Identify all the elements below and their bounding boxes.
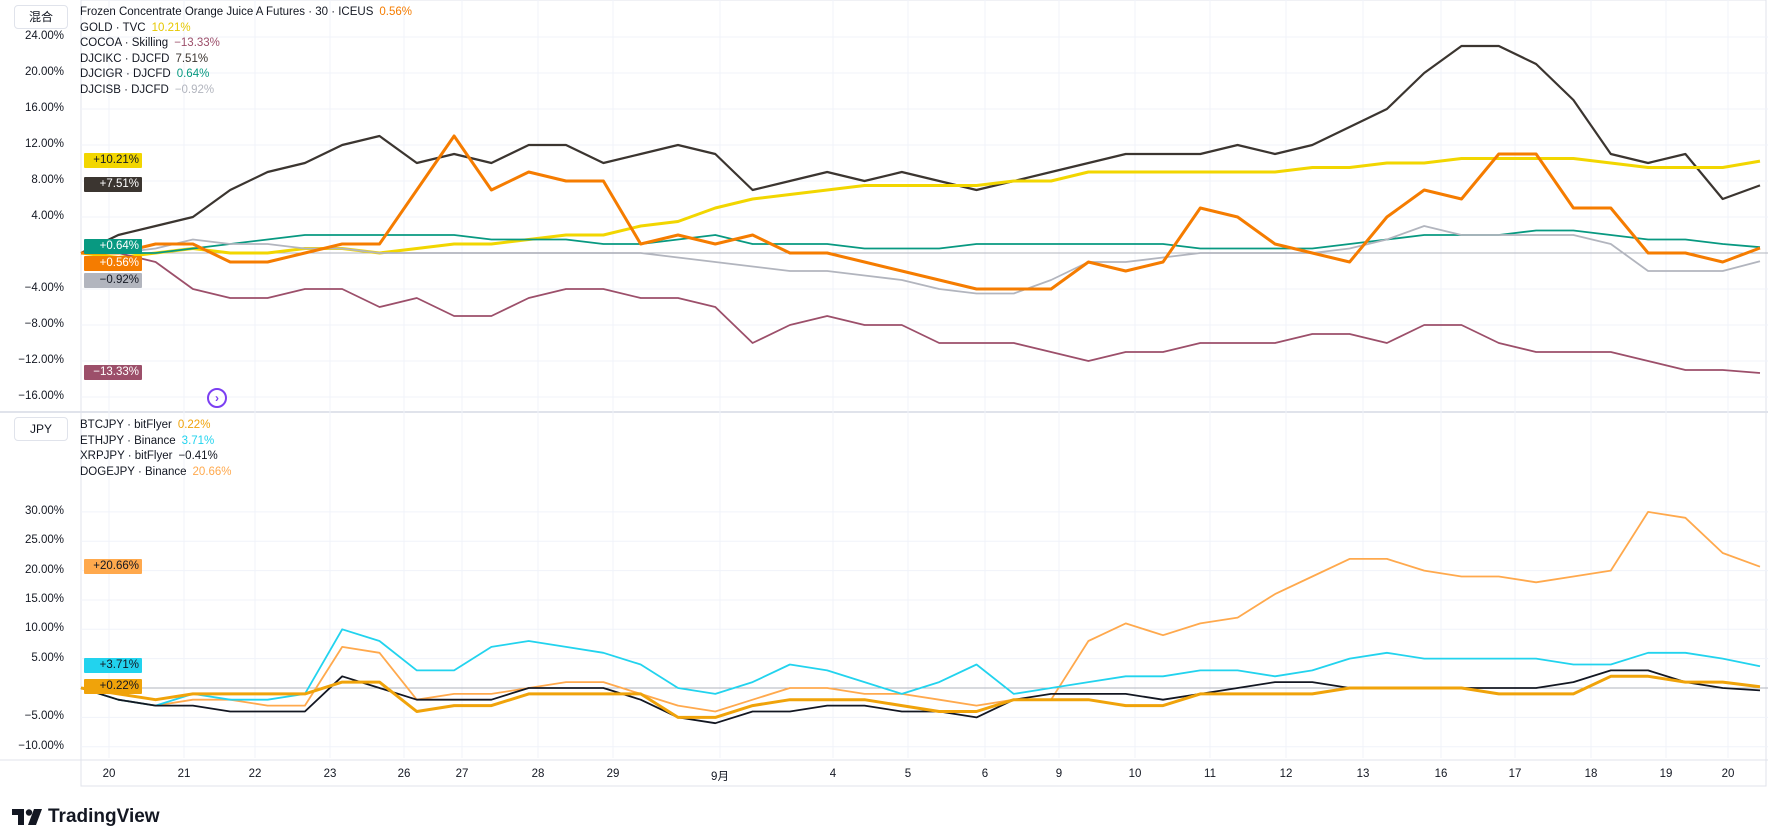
legend-name: DOGEJPY · Binance: [80, 465, 187, 478]
y-axis-label: 24.00%: [24, 30, 64, 42]
y-axis-label: −4.00%: [24, 282, 64, 294]
legend-value: −0.92%: [174, 83, 215, 96]
x-axis-label: 19: [1659, 768, 1673, 780]
price-tag: −13.33%: [84, 364, 142, 380]
legend-value: 0.56%: [379, 6, 412, 18]
x-axis-label: 20: [102, 768, 116, 780]
bottom-legend: BTCJPY · bitFlyer 0.22% ETHJPY · Binance 3…: [80, 418, 232, 480]
y-axis-label: 20.00%: [24, 563, 64, 576]
price-tag: +10.21%: [84, 153, 142, 169]
go-to-realtime-icon[interactable]: ›: [207, 388, 227, 408]
series-line-gold[interactable]: [80, 157, 1761, 259]
legend-value: 3.71%: [181, 434, 215, 447]
x-axis-label: 9: [1055, 768, 1063, 780]
legend-name: COCOA · Skilling: [80, 37, 169, 49]
y-axis-label: 30.00%: [24, 504, 64, 517]
x-axis-label: 28: [531, 768, 545, 780]
price-tag: +3.71%: [84, 658, 142, 674]
x-axis-label: 10: [1128, 768, 1142, 780]
y-axis-label: 8.00%: [31, 174, 64, 186]
y-axis-label: 10.00%: [24, 622, 64, 635]
legend-row[interactable]: GOLD · TVC 10.21%: [80, 21, 412, 37]
legend-name: DJCISB · DJCFD: [80, 83, 169, 96]
legend-name: DJCIKC · DJCFD: [80, 52, 170, 65]
legend-row[interactable]: XRPJPY · bitFlyer −0.41%: [80, 449, 232, 465]
y-axis-label: −10.00%: [18, 739, 64, 752]
legend-value: 10.21%: [151, 21, 191, 34]
x-axis-label: 22: [248, 768, 262, 780]
series-line-btcjpy[interactable]: [80, 674, 1761, 719]
legend-name: GOLD · TVC: [80, 21, 146, 34]
price-tag: +0.56%: [84, 256, 142, 272]
x-axis-label: 6: [981, 768, 989, 780]
legend-name: DJCIGR · DJCFD: [80, 68, 171, 80]
y-axis-label: −12.00%: [18, 354, 64, 366]
y-axis-label: 15.00%: [24, 592, 64, 605]
x-axis-label: 13: [1356, 768, 1370, 780]
tradingview-logo-icon: [12, 809, 42, 825]
price-tag: +0.64%: [84, 239, 142, 255]
legend-value: 0.22%: [177, 419, 211, 431]
x-axis-label: 27: [455, 768, 469, 780]
legend-value: 20.66%: [192, 465, 232, 478]
legend-row[interactable]: DJCISB · DJCFD −0.92%: [80, 83, 412, 99]
price-tag: +7.51%: [84, 177, 142, 193]
y-axis-label: 16.00%: [24, 102, 64, 114]
series-line-ethjpy[interactable]: [80, 628, 1761, 707]
legend-value: −0.41%: [178, 450, 218, 462]
bottom-pane-tag[interactable]: JPY: [14, 417, 68, 441]
legend-row[interactable]: DJCIKC · DJCFD 7.51%: [80, 52, 412, 68]
series-line-djcisb[interactable]: [81, 225, 1761, 295]
price-tag: −0.92%: [84, 273, 142, 289]
x-axis-label: 12: [1279, 768, 1293, 780]
series-line-djcikc[interactable]: [80, 44, 1761, 254]
y-axis-label: −5.00%: [24, 710, 64, 723]
series-line-frozen[interactable]: [81, 134, 1761, 291]
x-axis-label: 20: [1721, 768, 1735, 780]
chart-frame: [80, 0, 1767, 787]
x-axis-label: 16: [1434, 768, 1448, 780]
price-tag: +20.66%: [84, 558, 142, 574]
legend-name: BTCJPY · bitFlyer: [80, 419, 172, 431]
y-axis-label: 5.00%: [31, 651, 64, 664]
top-pane-tag[interactable]: 混合: [14, 5, 68, 29]
legend-name: XRPJPY · bitFlyer: [80, 450, 173, 462]
x-axis-label: 11: [1204, 768, 1216, 780]
x-axis-label: 23: [323, 768, 337, 780]
y-axis-label: 12.00%: [24, 138, 64, 150]
legend-name: Frozen Concentrate Orange Juice A Future…: [80, 6, 374, 18]
y-axis-label: 25.00%: [24, 534, 64, 547]
legend-row[interactable]: DJCIGR · DJCFD 0.64%: [80, 67, 412, 83]
y-axis-label: 4.00%: [31, 210, 64, 222]
top-legend: Frozen Concentrate Orange Juice A Future…: [80, 5, 412, 98]
legend-row[interactable]: Frozen Concentrate Orange Juice A Future…: [80, 5, 412, 21]
series-line-dogejpy[interactable]: [80, 510, 1761, 713]
x-axis-label: 9月: [711, 771, 729, 783]
x-axis-label: 18: [1584, 768, 1598, 780]
tradingview-logo[interactable]: TradingView: [12, 806, 160, 828]
y-axis-label: −16.00%: [18, 390, 64, 402]
series-line-cocoa[interactable]: [81, 252, 1761, 374]
x-axis-label: 17: [1508, 768, 1522, 780]
price-tag: +0.22%: [84, 678, 142, 694]
logo-text: TradingView: [48, 806, 160, 827]
x-axis-label: 4: [829, 768, 837, 780]
x-axis-label: 5: [904, 768, 912, 780]
legend-value: −13.33%: [174, 37, 220, 49]
legend-value: 0.64%: [176, 68, 210, 80]
x-axis-label: 29: [606, 768, 620, 780]
legend-value: 7.51%: [175, 52, 209, 65]
y-axis-label: −8.00%: [24, 318, 64, 330]
legend-row[interactable]: ETHJPY · Binance 3.71%: [80, 434, 232, 450]
y-axis-label: 20.00%: [24, 66, 64, 78]
legend-row[interactable]: DOGEJPY · Binance 20.66%: [80, 465, 232, 481]
x-axis-label: 21: [177, 768, 191, 780]
legend-name: ETHJPY · Binance: [80, 434, 176, 447]
x-axis-label: 26: [397, 768, 411, 780]
legend-row[interactable]: BTCJPY · bitFlyer 0.22%: [80, 418, 232, 434]
legend-row[interactable]: COCOA · Skilling −13.33%: [80, 36, 412, 52]
